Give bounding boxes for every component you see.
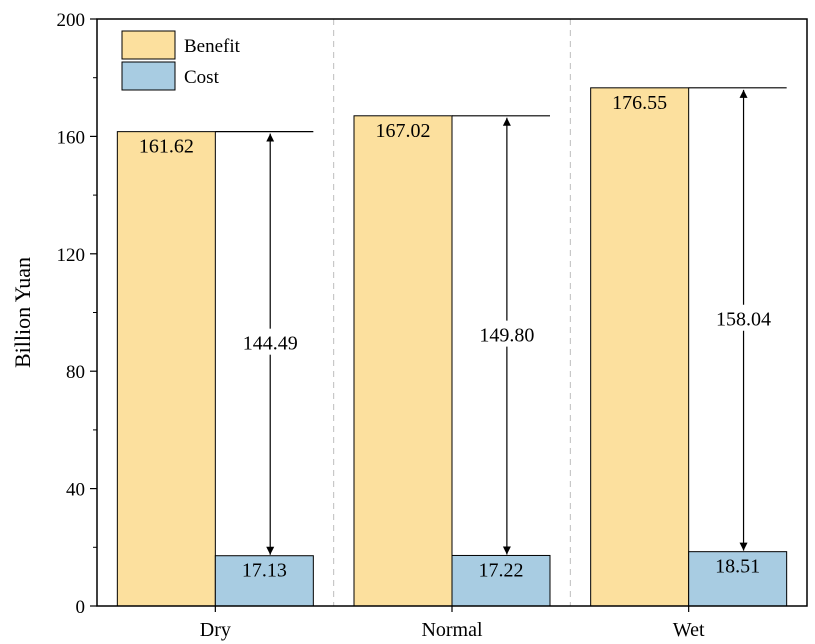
bar-benefit-wet [590,87,690,607]
difference-label-background [225,328,316,355]
y-tick-label: 40 [66,480,85,501]
group-separators [333,19,571,606]
bar-label-benefit-normal: 167.02 [376,120,431,142]
bar-cost-dry [214,555,314,607]
y-axis: 0 40 80 120 160 200 [57,10,97,618]
difference-label-wet: 158.04 [716,309,771,331]
y-tick-label: 0 [76,597,86,618]
reference-lines [215,87,787,133]
difference-label-background [698,304,789,331]
difference-label-dry: 144.49 [243,333,298,355]
y-tick-label: 80 [66,362,85,383]
x-axis: Dry Normal Wet [200,606,705,641]
y-tick-label: 120 [57,245,86,266]
bar-label-cost-dry: 17.13 [242,560,287,582]
bar-label-benefit-dry: 161.62 [139,136,194,158]
legend: Benefit Cost [121,30,241,91]
difference-label-background [461,320,552,347]
bar-cost-normal [451,554,551,607]
bar-benefit-dry [116,131,216,607]
legend-swatch-benefit [121,30,176,60]
x-tick-label-wet: Wet [673,619,705,641]
value-labels: 144.49 161.62 17.13 149.80 167.02 17.22 158.04… [139,92,789,582]
legend-label-benefit: Benefit [184,36,241,57]
bar-label-cost-wet: 18.51 [715,556,760,578]
bars-layer [116,87,788,607]
bar-label-cost-normal: 17.22 [479,559,524,581]
legend-label-cost: Cost [184,67,220,88]
y-tick-label: 160 [57,127,86,148]
y-tick-label: 200 [57,10,86,31]
bar-benefit-normal [353,115,453,607]
x-tick-label-normal: Normal [421,619,483,641]
difference-label-normal: 149.80 [479,325,534,347]
legend-swatch-cost [121,61,176,91]
bar-label-benefit-wet: 176.55 [612,92,667,114]
y-axis-label: Billion Yuan [10,257,35,368]
x-tick-label-dry: Dry [200,619,231,641]
